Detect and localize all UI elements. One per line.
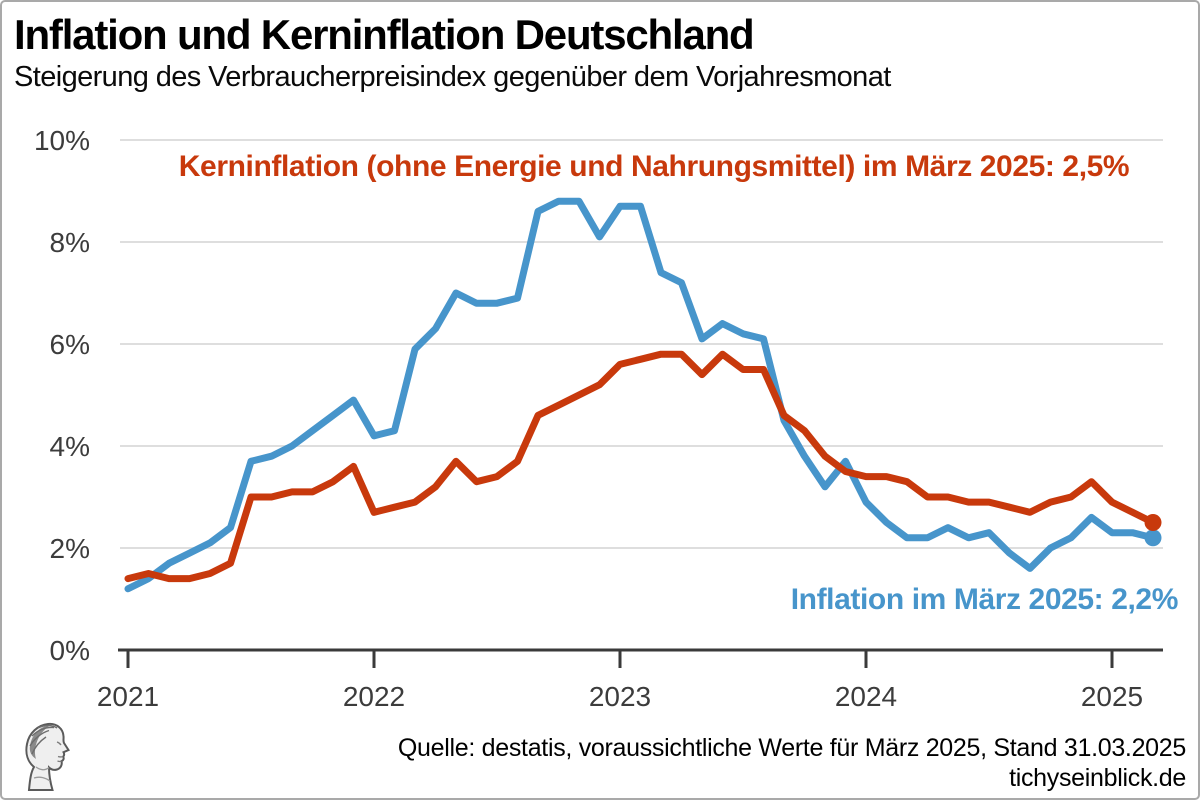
svg-text:2025: 2025 xyxy=(1081,681,1143,712)
svg-text:6%: 6% xyxy=(50,329,90,360)
source-note: Quelle: destatis, voraussichtliche Werte… xyxy=(397,734,1186,762)
tichyseinblick-logo xyxy=(16,716,74,794)
svg-text:10%: 10% xyxy=(34,125,90,156)
svg-text:2023: 2023 xyxy=(589,681,651,712)
svg-text:2021: 2021 xyxy=(97,681,159,712)
chart-subtitle: Steigerung des Verbraucherpreisindex geg… xyxy=(14,61,891,93)
chart-title: Inflation und Kerninflation Deutschland xyxy=(14,11,755,58)
classical-head-icon xyxy=(25,722,70,791)
inflation-annotation: Inflation im März 2025: 2,2% xyxy=(790,583,1179,616)
website-url: tichyseinblick.de xyxy=(1009,764,1186,792)
core-inflation-annotation: Kerninflation (ohne Energie und Nahrungs… xyxy=(178,150,1130,183)
svg-text:8%: 8% xyxy=(50,227,90,258)
svg-text:4%: 4% xyxy=(50,431,90,462)
svg-text:2%: 2% xyxy=(50,533,90,564)
svg-text:0%: 0% xyxy=(50,635,90,666)
svg-text:2024: 2024 xyxy=(835,681,897,712)
svg-text:2022: 2022 xyxy=(343,681,405,712)
